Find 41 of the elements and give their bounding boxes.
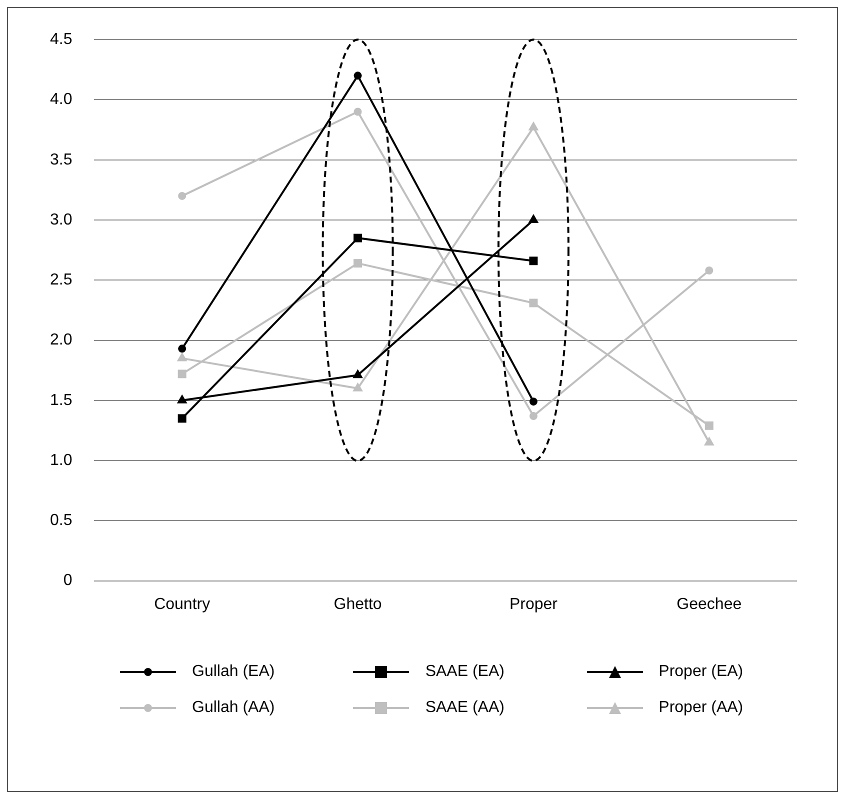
point (176, 394, 188, 404)
y-tick-label: 3.0 (50, 211, 72, 228)
y-tick-label: 2.5 (50, 272, 72, 289)
point (529, 412, 538, 420)
point (354, 234, 362, 242)
y-tick-label: 3.5 (50, 151, 72, 168)
y-tick-label: 0.5 (50, 512, 72, 530)
x-tick-label: Country (154, 596, 210, 613)
y-tick-label: 4.0 (50, 91, 72, 108)
point (528, 214, 539, 223)
point (176, 352, 188, 362)
x-tick-label: Proper (509, 596, 558, 613)
point (704, 436, 714, 446)
point (178, 344, 186, 353)
y-tick-label: 0 (63, 572, 72, 590)
point (178, 414, 186, 423)
point (178, 192, 186, 200)
legend-label: SAAE (AA) (425, 699, 504, 717)
y-tick-label: 2.0 (50, 332, 72, 349)
point (528, 121, 539, 130)
point (352, 382, 363, 392)
point (704, 421, 714, 430)
point (529, 398, 538, 406)
point (354, 72, 362, 80)
legend-label: Proper (EA) (658, 663, 744, 681)
point (354, 108, 362, 116)
legend-label: SAAE (EA) (425, 663, 504, 681)
point (529, 298, 538, 308)
y-tick-label: 1.5 (50, 392, 72, 409)
legend-label: Proper (AA) (658, 699, 744, 717)
point (178, 370, 186, 378)
point (705, 266, 714, 275)
x-tick-label: Geechee (676, 596, 742, 613)
legend-label: Gullah (AA) (192, 699, 275, 717)
point (529, 256, 538, 266)
y-tick-label: 1.0 (50, 452, 72, 469)
x-tick-label: Ghetto (334, 596, 382, 613)
y-tick-label: 4.5 (50, 31, 72, 48)
point (354, 259, 362, 268)
point (352, 369, 363, 378)
legend-label: Gullah (EA) (192, 663, 275, 681)
